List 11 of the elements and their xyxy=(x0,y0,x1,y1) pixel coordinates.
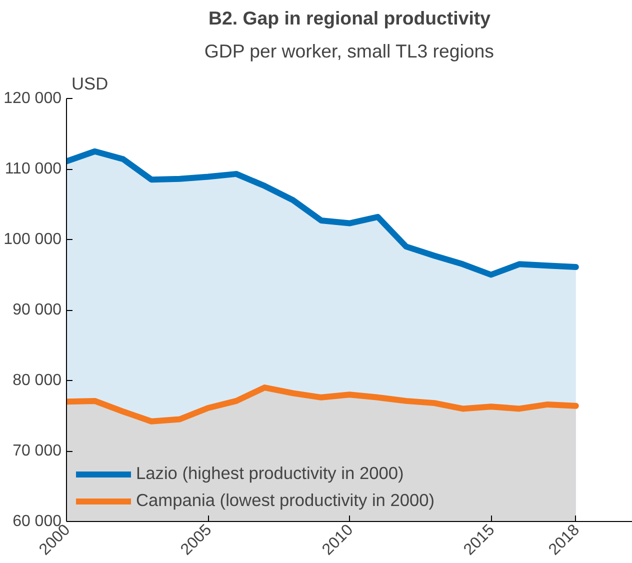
y-tick-label: 110 000 xyxy=(4,160,62,178)
y-tick-label: 80 000 xyxy=(12,372,62,389)
chart-title: B2. Gap in regional productivity xyxy=(208,8,492,28)
y-tick-label: 100 000 xyxy=(4,231,62,248)
y-tick-label: 120 000 xyxy=(4,90,62,107)
y-tick-label: 70 000 xyxy=(12,442,62,460)
legend-label: Campania (lowest productivity in 2000) xyxy=(136,490,435,511)
chart-subtitle: GDP per worker, small TL3 regions xyxy=(204,40,494,62)
legend-label: Lazio (highest productivity in 2000) xyxy=(136,463,404,484)
y-tick-label: 90 000 xyxy=(12,302,62,318)
y-axis-title: USD xyxy=(72,74,108,94)
